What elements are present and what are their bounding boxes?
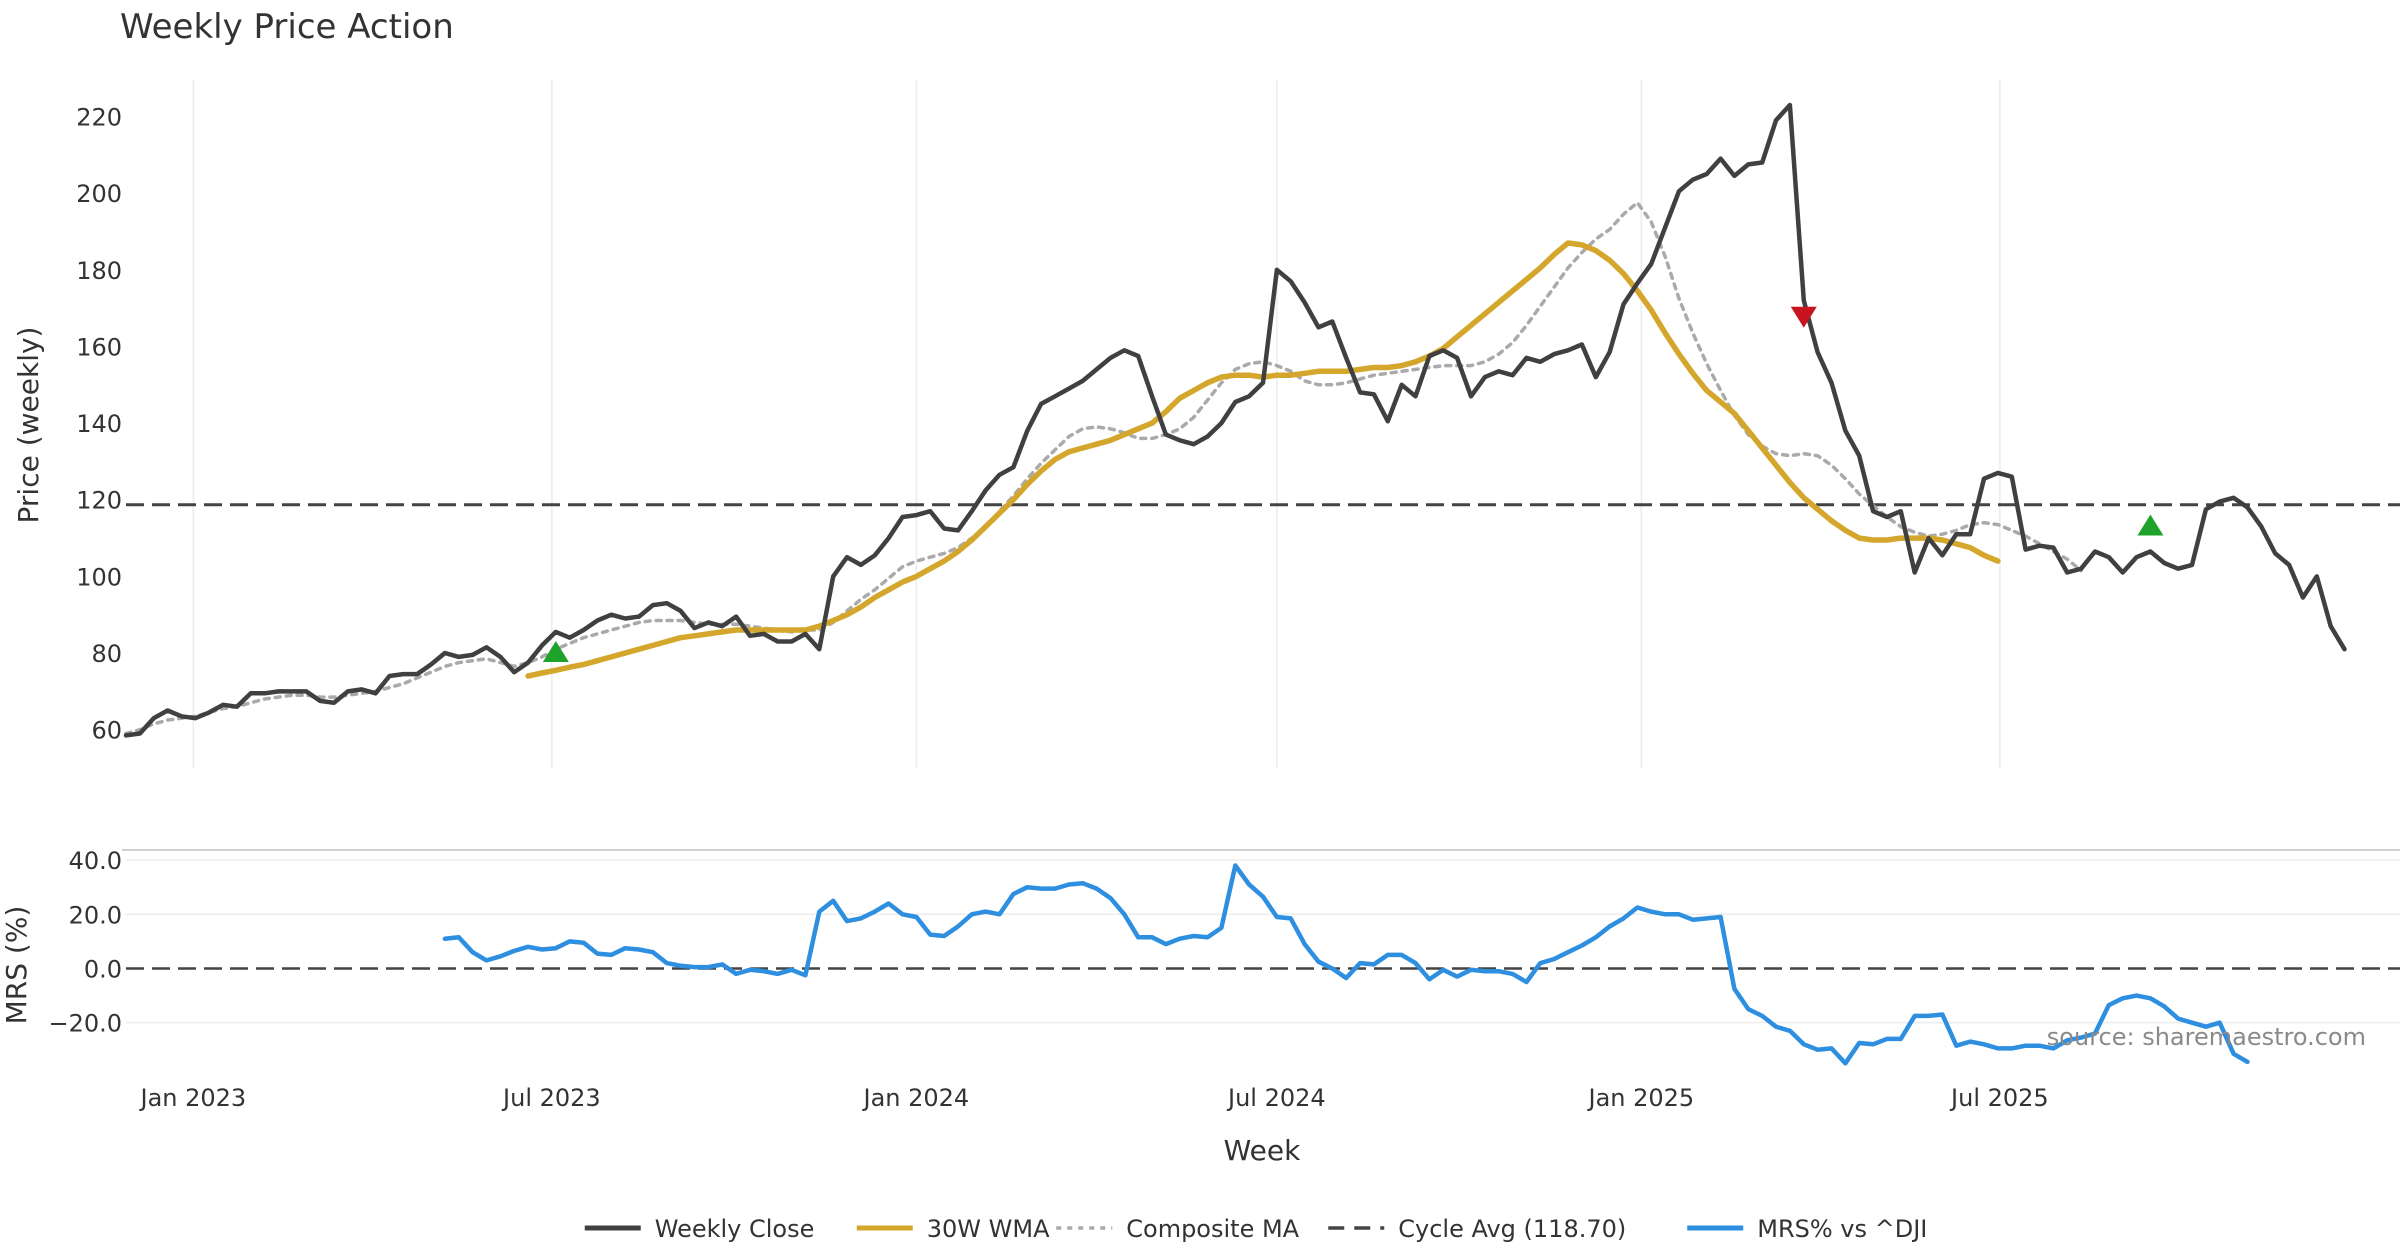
chart-title: Weekly Price Action [120, 7, 454, 47]
composite-ma-line [124, 200, 2083, 736]
price-y-tick-label: 160 [76, 333, 122, 361]
wma30-line [525, 240, 2001, 679]
buy-signal-marker [542, 641, 569, 663]
price-y-tick-label: 100 [76, 563, 122, 591]
x-axis-label: Week [1224, 1134, 1301, 1167]
x-axis-ticks: Jan 2023 Jul 2023 Jan 2024 Jul 2024 Jan 2025… [138, 1084, 2048, 1112]
legend-label: 30W WMA [927, 1215, 1050, 1243]
legend-label: Cycle Avg (118.70) [1398, 1215, 1626, 1243]
legend-item: Weekly Close [584, 1215, 815, 1243]
x-tick-label: Jan 2023 [138, 1084, 246, 1112]
price-series [123, 102, 2347, 738]
price-grid [192, 80, 2001, 768]
x-tick-label: Jul 2024 [1226, 1084, 1326, 1112]
legend-item: 30W WMA [856, 1215, 1050, 1243]
price-y-ticks: 60 80 100 120 140 160 180 200 220 [76, 103, 122, 744]
price-y-tick-label: 200 [76, 180, 122, 208]
sell-signal-marker [1790, 306, 1817, 328]
legend-item: MRS% vs ^DJI [1687, 1215, 1927, 1243]
price-y-tick-label: 80 [91, 640, 122, 668]
legend-label: Composite MA [1126, 1215, 1299, 1243]
legend-item: Composite MA [1056, 1215, 1300, 1243]
mrs-series [442, 863, 2250, 1066]
price-y-tick-label: 140 [76, 410, 122, 438]
x-tick-label: Jul 2025 [1949, 1084, 2049, 1112]
x-tick-label: Jan 2024 [862, 1084, 970, 1112]
price-y-tick-label: 220 [76, 103, 122, 131]
source-note: source: sharemaestro.com [2047, 1023, 2366, 1051]
legend: Weekly Close 30W WMA Composite MA Cycle Avg… [584, 1215, 1927, 1243]
mrs-y-tick-label: 40.0 [69, 847, 122, 875]
price-y-tick-label: 180 [76, 257, 122, 285]
price-y-tick-label: 60 [91, 717, 122, 745]
mrs-y-axis-label: MRS (%) [0, 906, 33, 1025]
price-y-axis-label: Price (weekly) [12, 327, 45, 524]
legend-label: MRS% vs ^DJI [1757, 1215, 1927, 1243]
signal-markers [542, 306, 2164, 663]
legend-label: Weekly Close [655, 1215, 815, 1243]
mrs-panel: 40.0 20.0 0.0 −20.0 MRS (%) source: sharema… [0, 847, 2400, 1066]
mrs-grid [126, 859, 2400, 1024]
mrs-y-tick-label: 0.0 [84, 955, 122, 983]
legend-item: Cycle Avg (118.70) [1328, 1215, 1626, 1243]
mrs-y-tick-label: 20.0 [69, 901, 122, 929]
x-tick-label: Jan 2025 [1586, 1084, 1694, 1112]
mrs-y-tick-label: −20.0 [48, 1010, 122, 1038]
mrs-y-ticks: 40.0 20.0 0.0 −20.0 [48, 847, 122, 1038]
x-tick-label: Jul 2023 [501, 1084, 601, 1112]
price-panel: 60 80 100 120 140 160 180 200 220 Price (weekly) [12, 80, 2400, 768]
mrs-line [442, 863, 2250, 1066]
buy-signal-marker [2137, 514, 2164, 536]
price-y-tick-label: 120 [76, 487, 122, 515]
weekly-close-line [123, 102, 2347, 738]
